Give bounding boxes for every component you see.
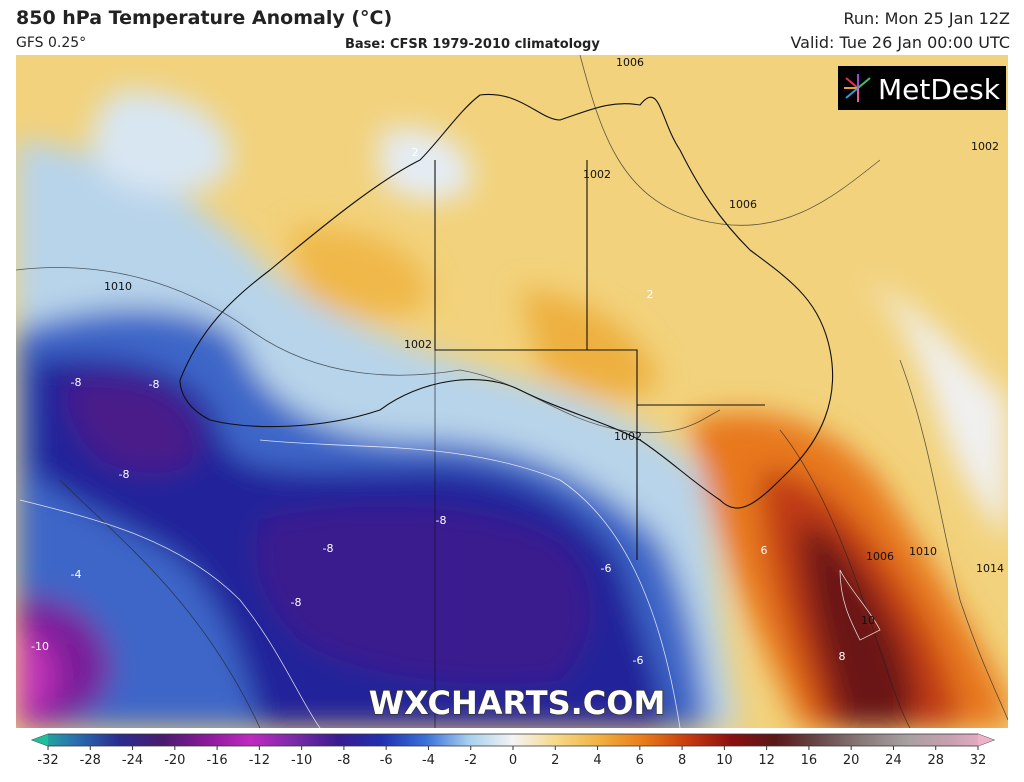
colorbar-tick-label: -16 (206, 753, 227, 768)
isotherms (19, 439, 881, 728)
colorbar-tick-label: 16 (801, 753, 818, 768)
contour-label: -6 (633, 654, 644, 667)
contour-label: 1014 (976, 562, 1004, 575)
contour-label: 1002 (971, 140, 999, 153)
coastline (179, 93, 834, 728)
colorbar-tick-label: -2 (464, 753, 477, 768)
contour-label: -8 (119, 468, 130, 481)
colorbar-tick-label: -28 (80, 753, 101, 768)
contour-label: 2 (647, 288, 654, 301)
contour-label: 1002 (583, 168, 611, 181)
logo-icon (844, 74, 871, 102)
contour-label: 1010 (909, 545, 937, 558)
colorbar-tick-label: 32 (970, 753, 987, 768)
colorbar-tick-label: -32 (37, 753, 58, 768)
contour-label: 1010 (104, 280, 132, 293)
contour-label: -4 (71, 568, 82, 581)
run: Run: Mon 25 Jan 12Z (844, 9, 1011, 28)
colorbar-tick-label: 20 (843, 753, 860, 768)
contour-label: -8 (291, 596, 302, 609)
colorbar-tick-label: 2 (551, 753, 559, 768)
colorbar-tick-label: 10 (716, 753, 733, 768)
colorbar-tick-label: 28 (927, 753, 944, 768)
colorbar-tick-label: -12 (249, 753, 270, 768)
contour-label: -8 (436, 514, 447, 527)
contour-label: 2 (412, 146, 419, 159)
colorbar-tick-label: -24 (122, 753, 143, 768)
contour-label: -8 (323, 542, 334, 555)
contour-label: 1006 (866, 550, 894, 563)
colorbar-tick-label: -20 (164, 753, 185, 768)
colorbar-tick-label: 4 (593, 753, 601, 768)
contour-label: -8 (71, 376, 82, 389)
colorbar-arrow-right (978, 734, 994, 746)
colorbar-tick-label: -10 (291, 753, 312, 768)
contour-label: 6 (761, 544, 768, 557)
contour-label: 1006 (729, 198, 757, 211)
colorbar-tick-label: 8 (678, 753, 686, 768)
colorbar: -32 -28 -24 -20 -16 -12 -10 -8 -6 -4 -2 0 2 4 6 8 10 12 16… (30, 733, 996, 768)
logo-box (838, 66, 1006, 110)
contour-label: 1002 (614, 430, 642, 443)
model: GFS 0.25° (16, 35, 86, 51)
title: 850 hPa Temperature Anomaly (°C) (16, 7, 392, 29)
contour-label: 10 (861, 614, 875, 627)
colorbar-tick-label: 12 (758, 753, 775, 768)
colorbar-arrow-left (32, 734, 48, 746)
contour-label: 1006 (616, 56, 644, 69)
colorbar-tick-label: -4 (422, 753, 435, 768)
logo-text: MetDesk (878, 73, 1001, 106)
base: Base: CFSR 1979-2010 climatology (345, 37, 600, 52)
valid: Valid: Tue 26 Jan 00:00 UTC (790, 33, 1010, 52)
colorbar-tick-label: 6 (636, 753, 644, 768)
colorbar-tick-label: 24 (885, 753, 902, 768)
contour-label: 1002 (404, 338, 432, 351)
watermark: WXCHARTS.COM (369, 684, 666, 722)
colorbar-tick-label: -6 (380, 753, 393, 768)
map: 1006 1002 1002 1006 1010 1002 1002 1006 1010 1014… (16, 55, 1008, 728)
contour-label: 8 (839, 650, 846, 663)
colorbar-bar (30, 733, 996, 747)
contour-label: -6 (601, 562, 612, 575)
contour-label: -8 (149, 378, 160, 391)
contour-label: -10 (31, 640, 49, 653)
colorbar-tick-label: -8 (337, 753, 350, 768)
colorbar-tick-label: 0 (509, 753, 517, 768)
